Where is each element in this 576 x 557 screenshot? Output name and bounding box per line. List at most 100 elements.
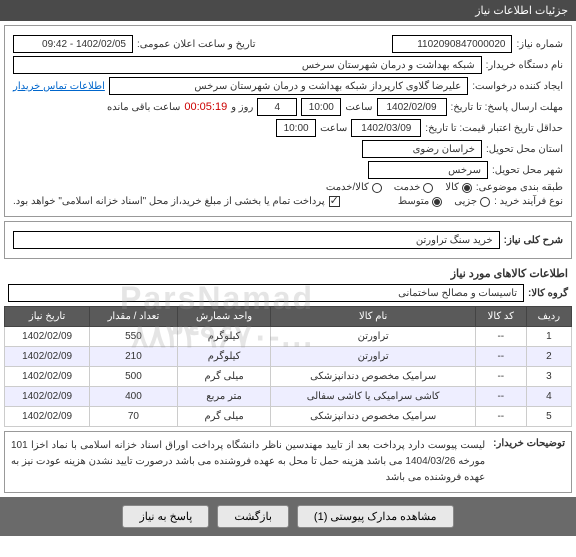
table-cell: -- bbox=[475, 347, 526, 367]
deadline-time-field: 10:00 bbox=[301, 98, 341, 116]
table-cell: تراورتن bbox=[271, 327, 475, 347]
table-body: 1--تراورتنکیلوگرم5501402/02/092--تراورتن… bbox=[5, 327, 572, 427]
radio-option[interactable]: کالا bbox=[445, 182, 472, 193]
table-cell: متر مربع bbox=[177, 387, 271, 407]
time-label-2: ساعت bbox=[320, 123, 347, 134]
radio-option[interactable]: جزیی bbox=[454, 196, 490, 207]
table-cell: 500 bbox=[90, 367, 178, 387]
province-field: خراسان رضوی bbox=[362, 140, 482, 158]
table-cell: کیلوگرم bbox=[177, 327, 271, 347]
validity-time-field: 10:00 bbox=[276, 119, 316, 137]
process-label: نوع فرآیند خرید : bbox=[494, 196, 563, 207]
goods-section-title: اطلاعات کالاهای مورد نیاز bbox=[8, 267, 568, 280]
pub-dt-label: تاریخ و ساعت اعلان عمومی: bbox=[137, 39, 256, 50]
radio-icon bbox=[423, 183, 433, 193]
buyer-field: شبکه بهداشت و درمان شهرستان سرخس bbox=[13, 56, 482, 74]
table-row[interactable]: 1--تراورتنکیلوگرم5501402/02/09 bbox=[5, 327, 572, 347]
process-radio-group: جزیی متوسط bbox=[398, 196, 490, 207]
table-cell: سرامیک مخصوص دندانپزشکی bbox=[271, 407, 475, 427]
pay-note: پرداخت تمام یا بخشی از مبلغ خرید،از محل … bbox=[13, 196, 325, 207]
contact-link[interactable]: اطلاعات تماس خریدار bbox=[13, 81, 105, 92]
need-no-label: شماره نیاز: bbox=[516, 39, 563, 50]
pay-checkbox[interactable] bbox=[329, 196, 340, 207]
table-cell: 2 bbox=[526, 347, 571, 367]
table-cell: میلی گرم bbox=[177, 407, 271, 427]
table-cell: 1 bbox=[526, 327, 571, 347]
need-title-label: شرح کلی نیاز: bbox=[504, 235, 563, 246]
radio-icon bbox=[480, 197, 490, 207]
desc-label: توضیحات خریدار: bbox=[493, 438, 565, 486]
description-box: توضیحات خریدار: لیست پیوست دارد پرداخت ب… bbox=[4, 431, 572, 493]
table-cell: 5 bbox=[526, 407, 571, 427]
city-field: سرخس bbox=[368, 161, 488, 179]
table-header-cell: کد کالا bbox=[475, 307, 526, 327]
days-label: روز و bbox=[231, 102, 253, 113]
deadline-date-field: 1402/02/09 bbox=[377, 98, 447, 116]
table-cell: 4 bbox=[526, 387, 571, 407]
table-cell: 1402/02/09 bbox=[5, 367, 90, 387]
table-header-cell: واحد شمارش bbox=[177, 307, 271, 327]
radio-label: کالا bbox=[445, 182, 459, 193]
table-cell: 210 bbox=[90, 347, 178, 367]
need-title-panel: شرح کلی نیاز: خرید سنگ تراورتن bbox=[4, 221, 572, 259]
table-header-cell: ردیف bbox=[526, 307, 571, 327]
table-header-cell: نام کالا bbox=[271, 307, 475, 327]
table-header-row: ردیفکد کالانام کالاواحد شمارشتعداد / مقد… bbox=[5, 307, 572, 327]
remain-label: ساعت باقی مانده bbox=[107, 102, 180, 113]
radio-label: خدمت bbox=[394, 182, 421, 193]
table-header-cell: تعداد / مقدار bbox=[90, 307, 178, 327]
table-cell: -- bbox=[475, 367, 526, 387]
table-cell: 1402/02/09 bbox=[5, 387, 90, 407]
radio-option[interactable]: کالا/خدمت bbox=[326, 182, 382, 193]
table-cell: 3 bbox=[526, 367, 571, 387]
table-cell: -- bbox=[475, 387, 526, 407]
requester-label: ایجاد کننده درخواست: bbox=[472, 81, 563, 92]
need-no-field: 1102090847000020 bbox=[392, 35, 512, 53]
table-cell: میلی گرم bbox=[177, 367, 271, 387]
table-cell: تراورتن bbox=[271, 347, 475, 367]
goods-table: ردیفکد کالانام کالاواحد شمارشتعداد / مقد… bbox=[4, 306, 572, 427]
province-label: استان محل تحویل: bbox=[486, 144, 563, 155]
requester-field: علیرضا گلاوی کارپرداز شبکه بهداشت و درما… bbox=[109, 77, 468, 95]
group-label: گروه کالا: bbox=[528, 288, 568, 299]
respond-button[interactable]: پاسخ به نیاز bbox=[122, 505, 209, 528]
header-panel: شماره نیاز: 1102090847000020 تاریخ و ساع… bbox=[4, 25, 572, 217]
table-cell: کیلوگرم bbox=[177, 347, 271, 367]
desc-text: لیست پیوست دارد پرداخت بعد از تایید مهند… bbox=[11, 438, 485, 486]
table-cell: 550 bbox=[90, 327, 178, 347]
radio-icon bbox=[432, 197, 442, 207]
attachments-button[interactable]: مشاهده مدارک پیوستی (1) bbox=[297, 505, 454, 528]
table-cell: 1402/02/09 bbox=[5, 407, 90, 427]
class-radio-group: کالا خدمت کالا/خدمت bbox=[326, 182, 472, 193]
table-header-cell: تاریخ نیاز bbox=[5, 307, 90, 327]
group-field: تاسیسات و مصالح ساختمانی bbox=[8, 284, 524, 302]
remain-time: 00:05:19 bbox=[184, 101, 227, 113]
days-field: 4 bbox=[257, 98, 297, 116]
radio-label: متوسط bbox=[398, 196, 429, 207]
table-cell: -- bbox=[475, 407, 526, 427]
pub-dt-field: 1402/02/05 - 09:42 bbox=[13, 35, 133, 53]
table-row[interactable]: 4--کاشی سرامیکی یا کاشی سفالیمتر مربع400… bbox=[5, 387, 572, 407]
table-cell: 400 bbox=[90, 387, 178, 407]
radio-icon bbox=[462, 183, 472, 193]
table-row[interactable]: 2--تراورتنکیلوگرم2101402/02/09 bbox=[5, 347, 572, 367]
topbar-title: جزئیات اطلاعات نیاز bbox=[475, 5, 568, 17]
buyer-label: نام دستگاه خریدار: bbox=[486, 60, 563, 71]
class-label: طبقه بندی موضوعی: bbox=[476, 182, 563, 193]
table-cell: -- bbox=[475, 327, 526, 347]
time-label-1: ساعت bbox=[345, 102, 372, 113]
deadline-label: مهلت ارسال پاسخ: تا تاریخ: bbox=[451, 102, 563, 113]
radio-option[interactable]: متوسط bbox=[398, 196, 442, 207]
need-title-field: خرید سنگ تراورتن bbox=[13, 231, 500, 249]
footer-bar: مشاهده مدارک پیوستی (1) بازگشت پاسخ به ن… bbox=[0, 497, 576, 536]
radio-label: جزیی bbox=[454, 196, 477, 207]
radio-label: کالا/خدمت bbox=[326, 182, 369, 193]
table-row[interactable]: 3--سرامیک مخصوص دندانپزشکیمیلی گرم500140… bbox=[5, 367, 572, 387]
table-cell: 1402/02/09 bbox=[5, 347, 90, 367]
city-label: شهر محل تحویل: bbox=[492, 165, 563, 176]
table-cell: 1402/02/09 bbox=[5, 327, 90, 347]
back-button[interactable]: بازگشت bbox=[217, 505, 289, 528]
validity-label: حداقل تاریخ اعتبار قیمت: تا تاریخ: bbox=[425, 123, 563, 134]
radio-option[interactable]: خدمت bbox=[394, 182, 434, 193]
table-row[interactable]: 5--سرامیک مخصوص دندانپزشکیمیلی گرم701402… bbox=[5, 407, 572, 427]
